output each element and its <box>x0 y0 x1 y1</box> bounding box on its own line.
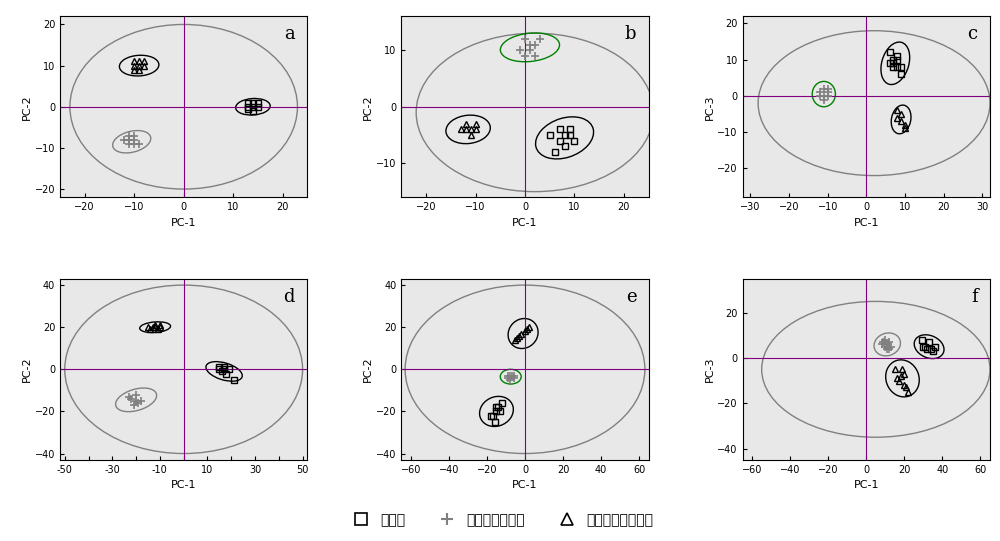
X-axis label: PC-1: PC-1 <box>171 217 196 228</box>
X-axis label: PC-1: PC-1 <box>854 480 879 490</box>
Text: a: a <box>284 25 295 43</box>
Text: b: b <box>625 25 636 43</box>
Text: f: f <box>971 288 978 306</box>
Text: e: e <box>626 288 636 306</box>
Y-axis label: PC-2: PC-2 <box>363 357 373 382</box>
Y-axis label: PC-2: PC-2 <box>22 94 32 120</box>
Legend: 对照组, 普通卷烟暴露组, 某品牌卷烟暴露组: 对照组, 普通卷烟暴露组, 某品牌卷烟暴露组 <box>340 506 660 534</box>
X-axis label: PC-1: PC-1 <box>512 217 538 228</box>
X-axis label: PC-1: PC-1 <box>171 480 196 490</box>
Text: d: d <box>283 288 295 306</box>
Y-axis label: PC-2: PC-2 <box>22 357 32 382</box>
Y-axis label: PC-3: PC-3 <box>705 357 715 382</box>
X-axis label: PC-1: PC-1 <box>512 480 538 490</box>
Y-axis label: PC-2: PC-2 <box>363 94 373 120</box>
Text: c: c <box>968 25 978 43</box>
Y-axis label: PC-3: PC-3 <box>705 94 715 120</box>
X-axis label: PC-1: PC-1 <box>854 217 879 228</box>
